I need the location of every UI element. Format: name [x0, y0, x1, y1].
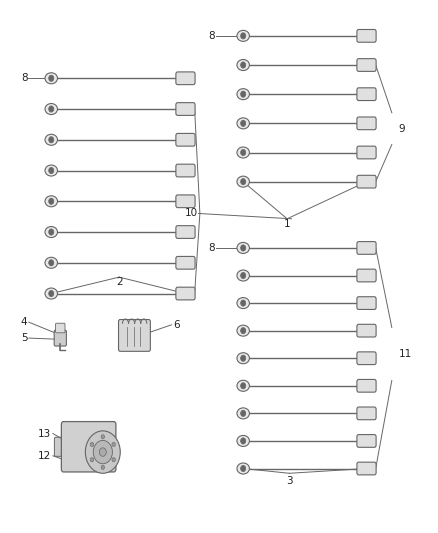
Circle shape — [49, 75, 54, 82]
Circle shape — [90, 442, 93, 447]
Ellipse shape — [237, 60, 249, 70]
Circle shape — [240, 272, 245, 279]
Circle shape — [240, 355, 245, 361]
FancyBboxPatch shape — [356, 324, 375, 337]
Circle shape — [112, 442, 115, 447]
Ellipse shape — [45, 196, 57, 207]
Text: 8: 8 — [21, 73, 28, 83]
Ellipse shape — [45, 134, 57, 146]
Ellipse shape — [45, 288, 57, 299]
Text: 8: 8 — [208, 31, 215, 41]
FancyBboxPatch shape — [356, 175, 375, 188]
FancyBboxPatch shape — [356, 297, 375, 310]
Circle shape — [101, 465, 104, 470]
FancyBboxPatch shape — [176, 72, 194, 85]
Ellipse shape — [237, 118, 249, 129]
FancyBboxPatch shape — [356, 29, 375, 42]
FancyBboxPatch shape — [356, 352, 375, 365]
Ellipse shape — [45, 103, 57, 115]
Circle shape — [49, 167, 54, 174]
Ellipse shape — [237, 176, 249, 187]
Circle shape — [49, 136, 54, 143]
Text: 1: 1 — [283, 219, 290, 229]
Ellipse shape — [237, 380, 249, 391]
FancyBboxPatch shape — [118, 319, 150, 351]
FancyBboxPatch shape — [54, 330, 66, 346]
Circle shape — [49, 260, 54, 266]
FancyBboxPatch shape — [356, 241, 375, 254]
FancyBboxPatch shape — [56, 323, 65, 333]
Text: 4: 4 — [21, 317, 28, 327]
Ellipse shape — [237, 297, 249, 309]
Text: 5: 5 — [21, 333, 28, 343]
Circle shape — [90, 458, 93, 462]
Circle shape — [240, 62, 245, 68]
Text: 6: 6 — [173, 320, 180, 330]
Circle shape — [240, 438, 245, 444]
Circle shape — [49, 198, 54, 204]
Text: 11: 11 — [397, 349, 411, 359]
FancyBboxPatch shape — [356, 146, 375, 159]
FancyBboxPatch shape — [176, 287, 194, 300]
Text: 9: 9 — [397, 124, 404, 134]
Ellipse shape — [237, 353, 249, 364]
FancyBboxPatch shape — [176, 195, 194, 208]
Ellipse shape — [237, 30, 249, 42]
Ellipse shape — [237, 408, 249, 419]
Circle shape — [112, 458, 115, 462]
Text: 3: 3 — [285, 477, 292, 486]
Ellipse shape — [45, 165, 57, 176]
Circle shape — [49, 229, 54, 235]
FancyBboxPatch shape — [54, 437, 66, 456]
Circle shape — [240, 149, 245, 156]
Ellipse shape — [237, 435, 249, 447]
Circle shape — [240, 465, 245, 472]
Text: 2: 2 — [116, 277, 122, 287]
Text: 10: 10 — [184, 208, 197, 219]
Circle shape — [101, 435, 104, 439]
FancyBboxPatch shape — [176, 133, 194, 146]
FancyBboxPatch shape — [356, 379, 375, 392]
FancyBboxPatch shape — [176, 256, 194, 269]
FancyBboxPatch shape — [356, 88, 375, 101]
Text: 12: 12 — [38, 451, 51, 461]
FancyBboxPatch shape — [176, 164, 194, 177]
Text: 13: 13 — [38, 429, 51, 439]
Circle shape — [240, 33, 245, 39]
FancyBboxPatch shape — [356, 407, 375, 419]
FancyBboxPatch shape — [356, 59, 375, 71]
Ellipse shape — [45, 73, 57, 84]
FancyBboxPatch shape — [356, 117, 375, 130]
Circle shape — [49, 290, 54, 297]
FancyBboxPatch shape — [176, 225, 194, 238]
Ellipse shape — [237, 147, 249, 158]
FancyBboxPatch shape — [176, 103, 194, 115]
Ellipse shape — [237, 270, 249, 281]
Ellipse shape — [237, 325, 249, 336]
FancyBboxPatch shape — [356, 434, 375, 447]
Circle shape — [240, 410, 245, 416]
Circle shape — [49, 106, 54, 112]
Circle shape — [240, 245, 245, 251]
Circle shape — [240, 383, 245, 389]
Circle shape — [99, 448, 106, 456]
Circle shape — [85, 431, 120, 473]
Ellipse shape — [237, 88, 249, 100]
Circle shape — [240, 300, 245, 306]
FancyBboxPatch shape — [356, 269, 375, 282]
Circle shape — [240, 120, 245, 126]
FancyBboxPatch shape — [61, 422, 116, 472]
Ellipse shape — [237, 243, 249, 254]
Circle shape — [240, 91, 245, 98]
Circle shape — [240, 328, 245, 334]
FancyBboxPatch shape — [356, 462, 375, 475]
Circle shape — [93, 440, 112, 464]
Ellipse shape — [45, 227, 57, 238]
Circle shape — [240, 179, 245, 185]
Ellipse shape — [237, 463, 249, 474]
Text: 8: 8 — [208, 243, 215, 253]
Ellipse shape — [45, 257, 57, 268]
